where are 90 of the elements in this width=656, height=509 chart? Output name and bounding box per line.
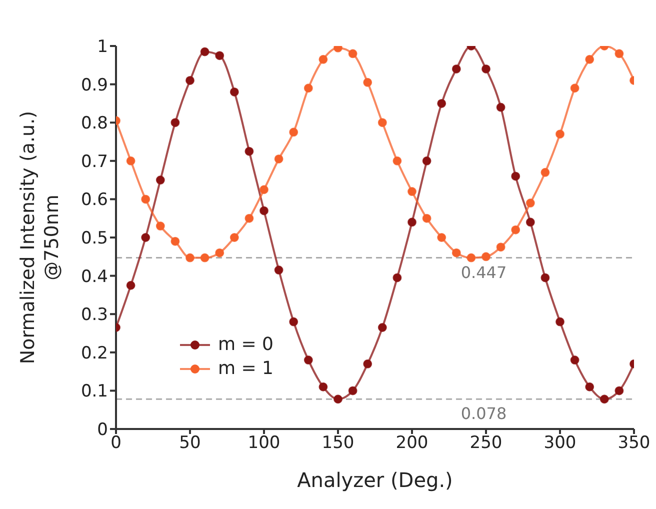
point xyxy=(511,225,520,234)
point xyxy=(422,214,432,223)
x-tick-label: 150 xyxy=(322,433,354,454)
point xyxy=(585,382,594,392)
point xyxy=(304,356,313,365)
point xyxy=(260,185,268,194)
ref-line-label: 0.078 xyxy=(460,404,507,424)
point xyxy=(496,102,506,112)
point xyxy=(363,359,372,368)
point xyxy=(260,206,268,216)
ref-line-label: 0.447 xyxy=(460,262,507,282)
point xyxy=(200,253,210,262)
legend-label: m = 1 xyxy=(218,357,274,381)
point xyxy=(422,156,432,166)
point xyxy=(496,242,506,252)
point xyxy=(482,252,490,262)
x-tick-label: 350 xyxy=(618,433,650,454)
point xyxy=(378,323,387,332)
point xyxy=(156,222,165,231)
point xyxy=(289,317,298,326)
point xyxy=(363,78,372,87)
point xyxy=(437,98,446,108)
point xyxy=(466,253,476,262)
point xyxy=(348,386,358,396)
y-tick-label: 0.4 xyxy=(80,266,108,287)
y-tick-label: 0.5 xyxy=(80,228,108,249)
legend-label: m = 0 xyxy=(218,333,274,357)
y-tick-label: 0.1 xyxy=(80,382,108,402)
y-tick-label: 0.7 xyxy=(80,152,108,172)
y-tick-label: 0 xyxy=(97,420,108,440)
x-tick-label: 300 xyxy=(544,433,576,454)
point xyxy=(170,236,180,246)
x-tick-label: 50 xyxy=(179,433,201,454)
point xyxy=(556,130,564,139)
point xyxy=(348,49,358,58)
point xyxy=(570,84,580,93)
point xyxy=(318,54,328,64)
point xyxy=(274,266,284,275)
x-tick-label: 250 xyxy=(470,433,502,454)
point xyxy=(126,280,136,290)
point xyxy=(585,54,594,64)
point xyxy=(126,156,136,166)
point xyxy=(200,47,210,56)
point xyxy=(452,64,461,74)
point xyxy=(556,317,564,326)
x-tick-label: 200 xyxy=(396,433,428,454)
point xyxy=(614,386,624,396)
point xyxy=(318,382,328,392)
y-tick-label: 0.6 xyxy=(80,190,108,210)
point xyxy=(540,273,550,282)
point xyxy=(452,248,461,258)
point xyxy=(378,118,387,128)
point xyxy=(186,253,194,262)
y-tick-label: 0.3 xyxy=(80,305,108,326)
point xyxy=(244,146,254,156)
y-tick-label: 0.9 xyxy=(80,75,108,96)
point xyxy=(570,356,580,365)
y-axis-title: Normalized Intensity (a.u.) @750nm xyxy=(17,110,63,364)
y-tick-label: 1 xyxy=(97,37,108,58)
x-tick-label: 100 xyxy=(248,433,280,454)
point xyxy=(614,49,624,58)
point xyxy=(511,172,520,181)
y-tick-label: 0.2 xyxy=(80,343,108,364)
point xyxy=(304,84,313,93)
point xyxy=(392,273,402,282)
point xyxy=(600,394,609,404)
point xyxy=(274,154,284,164)
point xyxy=(437,233,446,242)
point xyxy=(230,233,239,242)
y-tick-label: 0.8 xyxy=(80,114,108,134)
point xyxy=(482,64,490,74)
point xyxy=(289,128,298,137)
point xyxy=(526,198,535,208)
point xyxy=(141,194,150,204)
point xyxy=(215,248,224,258)
x-axis-title: Analyzer (Deg.) xyxy=(297,468,453,492)
point xyxy=(408,187,416,196)
point xyxy=(215,51,224,60)
point xyxy=(540,168,550,177)
point xyxy=(334,394,342,404)
point xyxy=(186,76,194,85)
point xyxy=(392,156,402,166)
point xyxy=(526,218,535,227)
point xyxy=(408,218,416,227)
point xyxy=(141,233,150,242)
point xyxy=(156,176,165,185)
x-tick-label: 0 xyxy=(110,433,122,454)
point xyxy=(244,214,254,223)
point xyxy=(170,118,180,128)
point xyxy=(230,87,239,96)
